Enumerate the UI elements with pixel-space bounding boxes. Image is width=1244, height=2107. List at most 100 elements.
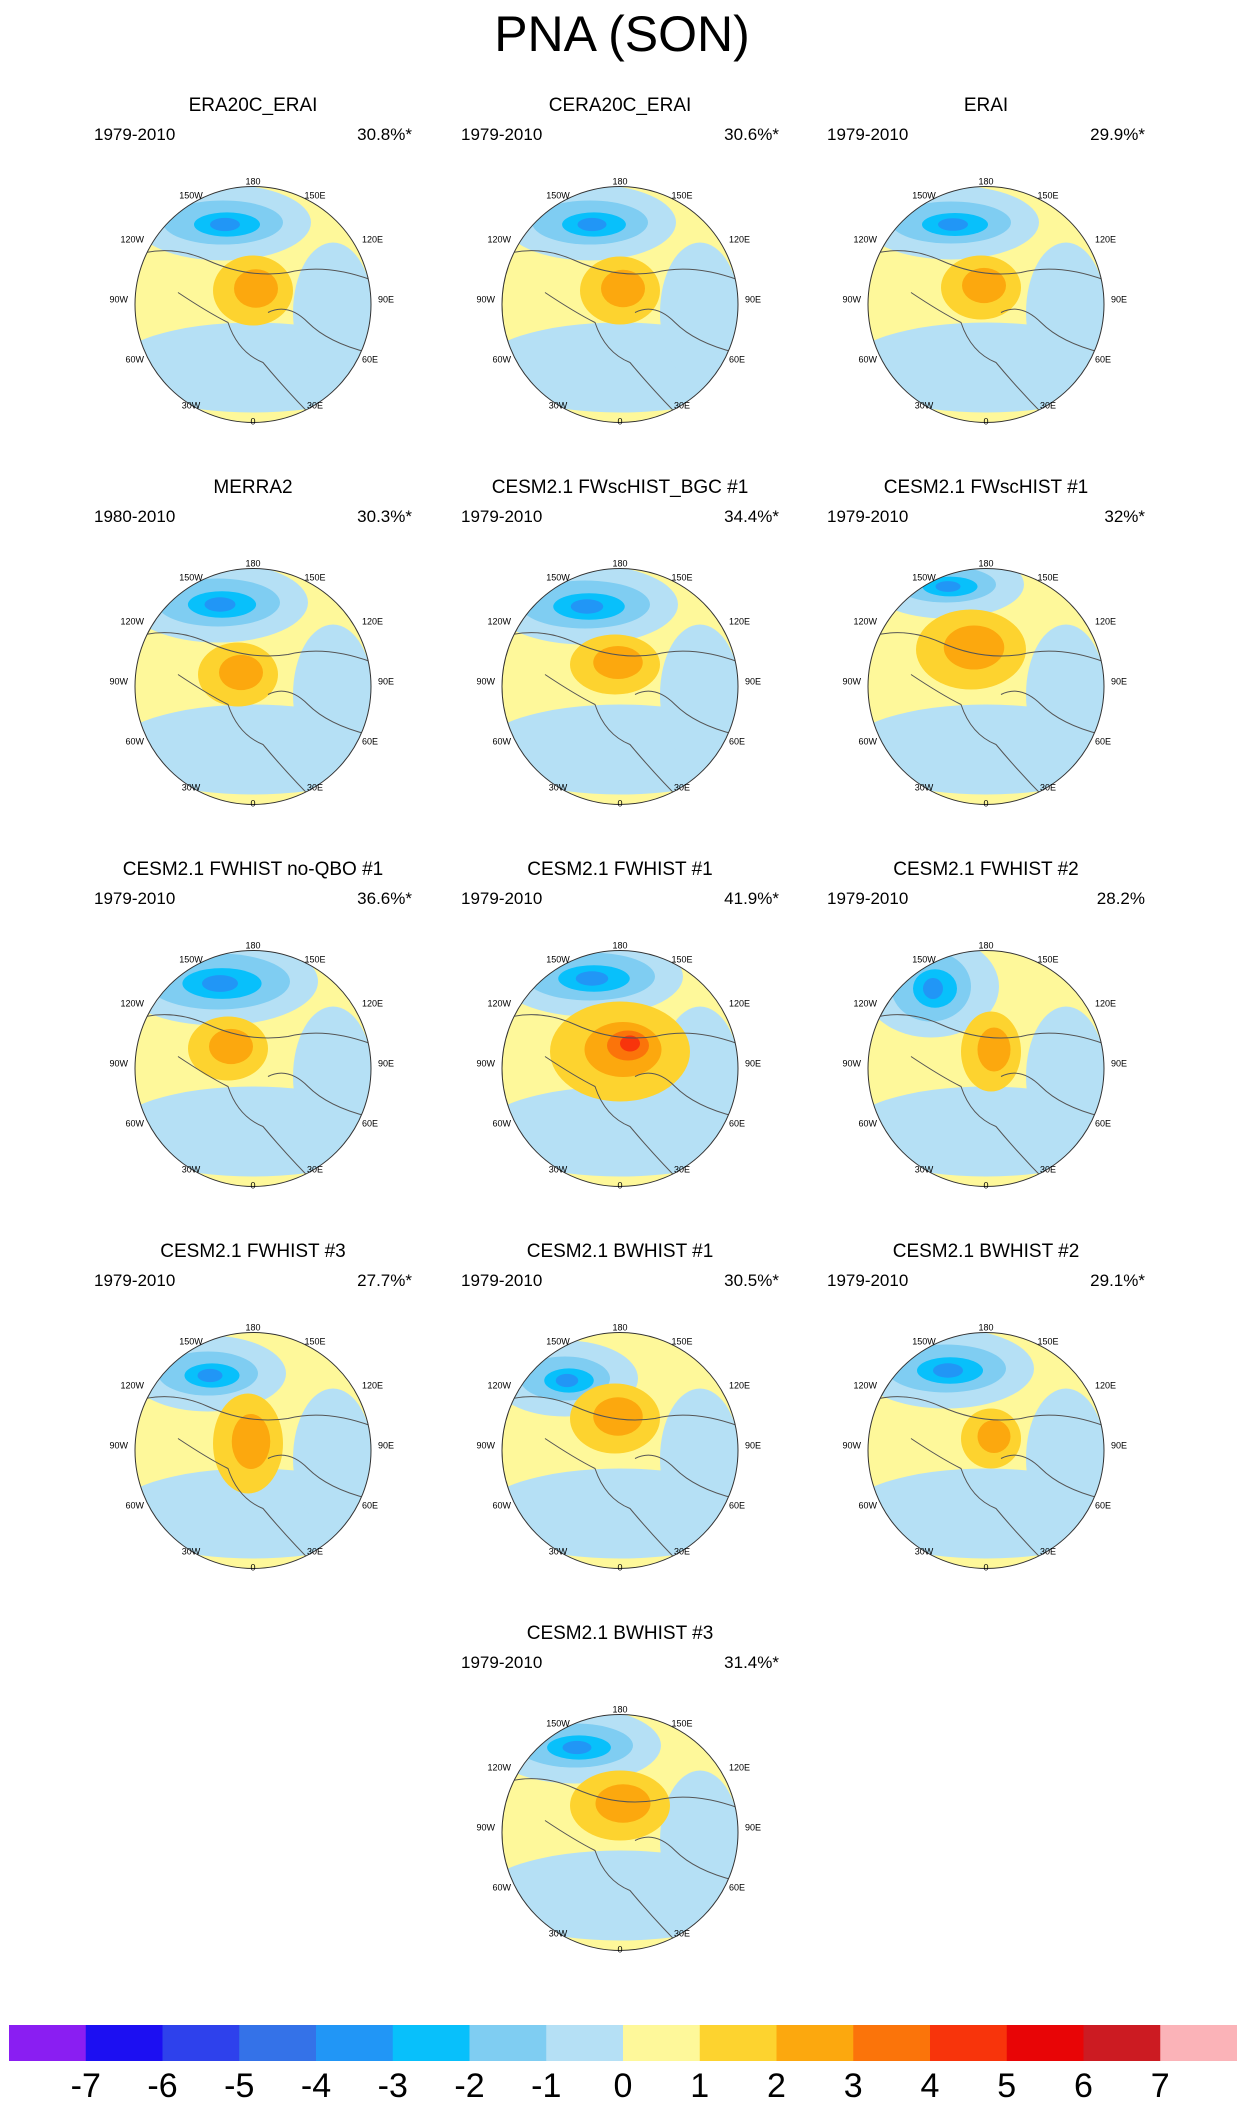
coastline: [634, 1836, 736, 1881]
panel-period: 1979-2010: [461, 889, 543, 908]
colorbar-tick-label: 7: [1150, 2067, 1170, 2105]
longitude-label: 180: [245, 177, 260, 187]
figure-title: PNA (SON): [494, 6, 750, 62]
coastline: [868, 632, 1104, 665]
longitude-label: 120W: [853, 1381, 877, 1391]
longitude-label: 60E: [362, 355, 378, 365]
longitude-label: 150W: [912, 1337, 936, 1347]
colorbar-tick-label: -6: [147, 2067, 178, 2105]
coastline: [544, 674, 686, 805]
positive-contour: [593, 1397, 643, 1436]
longitude-label: 0: [983, 799, 988, 809]
longitude-label: 90W: [842, 295, 861, 305]
longitude-label: 60W: [125, 1119, 144, 1129]
colorbar-swatch: [162, 2025, 240, 2061]
coastline: [502, 1396, 738, 1429]
longitude-label: 120W: [487, 1763, 511, 1773]
colorbar-swatch: [623, 2025, 701, 2061]
longitude-label: 90E: [1111, 1441, 1127, 1451]
coastline: [634, 1072, 736, 1117]
longitude-label: 30E: [674, 1929, 690, 1939]
panel-title: CESM2.1 BWHIST #2: [892, 1241, 1080, 1262]
longitude-label: 0: [250, 1181, 255, 1191]
panel-variance: 31.4%*: [724, 1653, 779, 1672]
coastline: [910, 674, 1052, 805]
panel-title: CESM2.1 BWHIST #3: [526, 1623, 714, 1644]
panel-variance: 29.1%*: [1090, 1271, 1145, 1290]
longitude-label: 90W: [842, 1441, 861, 1451]
map-panel: CESM2.1 BWHIST #3 1979-2010 31.4%* 180 150W 1…: [455, 1623, 785, 1993]
longitude-label: 60E: [729, 1119, 745, 1129]
polar-map: 180 150W 150E 120W 120E 90W 90E 60W 60E 30W 30E 0: [842, 1323, 1127, 1573]
longitude-label: 90W: [476, 1059, 495, 1069]
longitude-label: 90W: [842, 1059, 861, 1069]
longitude-label: 60E: [729, 355, 745, 365]
polar-map: 180 150W 150E 120W 120E 90W 90E 60W 60E 30W 30E 0: [476, 559, 761, 809]
polar-map: 180 150W 150E 120W 120E 90W 90E 60W 60E 30W 30E 0: [842, 941, 1127, 1191]
negative-contour: [935, 581, 961, 592]
panel-variance: 27.7%*: [357, 1271, 412, 1290]
coastline: [544, 1056, 686, 1187]
coastline: [634, 1454, 736, 1499]
coastline: [868, 1396, 1104, 1429]
coastline: [868, 250, 1104, 283]
longitude-label: 0: [617, 1563, 622, 1573]
longitude-label: 30E: [674, 783, 690, 793]
longitude-label: 0: [983, 1181, 988, 1191]
colorbar-swatch: [316, 2025, 394, 2061]
positive-contour: [595, 1784, 651, 1823]
longitude-label: 120W: [120, 235, 144, 245]
negative-band: [660, 624, 738, 765]
longitude-label: 90W: [476, 1823, 495, 1833]
longitude-label: 30W: [549, 1165, 568, 1175]
panel-variance: 30.8%*: [357, 125, 412, 144]
coastline: [1000, 308, 1102, 353]
panel-title: ERA20C_ERAI: [188, 95, 318, 116]
longitude-label: 30W: [182, 401, 201, 411]
panel-variance: 28.2%: [1096, 889, 1145, 908]
longitude-label: 0: [617, 417, 622, 427]
longitude-label: 60E: [1095, 1501, 1111, 1511]
coastline: [135, 1014, 371, 1047]
longitude-label: 180: [978, 559, 993, 569]
coastline: [544, 1820, 686, 1951]
longitude-label: 60E: [362, 1501, 378, 1511]
colorbar-swatch: [1083, 2025, 1161, 2061]
coastline: [634, 308, 736, 353]
panel-title: CESM2.1 BWHIST #1: [526, 1241, 714, 1262]
colorbar-labels: -7 -6 -5 -4 -3 -2 -1 0 1 2 3 4 5 6 7: [0, 2067, 1244, 2107]
negative-band: [660, 1770, 738, 1911]
colorbar-tick-label: -4: [300, 2067, 332, 2105]
polar-map: 180 150W 150E 120W 120E 90W 90E 60W 60E 30W 30E 0: [476, 1705, 761, 1955]
longitude-label: 120W: [487, 1381, 511, 1391]
negative-band: [660, 1388, 738, 1529]
colorbar-swatch: [699, 2025, 777, 2061]
map-panel: MERRA2 1980-2010 30.3%* 180 150W 150E 120W 120E…: [88, 477, 418, 847]
longitude-label: 180: [612, 1705, 627, 1715]
longitude-label: 180: [612, 941, 627, 951]
panel-title: CERA20C_ERAI: [548, 95, 692, 116]
negative-contour: [577, 217, 607, 232]
colorbar: [9, 2025, 1237, 2061]
longitude-label: 120W: [487, 999, 511, 1009]
map-panel: CESM2.1 FWscHIST #1 1979-2010 32%* 180 150W 1…: [821, 477, 1151, 847]
map-panel: ERAI 1979-2010 29.9%* 180 150W 150E 120W 120E 90…: [821, 95, 1151, 465]
longitude-label: 0: [250, 417, 255, 427]
longitude-label: 60E: [362, 737, 378, 747]
longitude-label: 180: [612, 559, 627, 569]
longitude-label: 150E: [1037, 955, 1058, 965]
longitude-label: 30W: [182, 1547, 201, 1557]
panel-variance: 41.9%*: [724, 889, 779, 908]
longitude-label: 120W: [120, 617, 144, 627]
polar-map: 180 150W 150E 120W 120E 90W 90E 60W 60E 30W 30E 0: [476, 941, 761, 1191]
longitude-label: 150E: [304, 1337, 325, 1347]
positive-contour: [962, 267, 1006, 304]
longitude-label: 150E: [1037, 1337, 1058, 1347]
longitude-label: 0: [983, 1563, 988, 1573]
longitude-label: 60W: [858, 737, 877, 747]
longitude-label: 120W: [853, 617, 877, 627]
map-boundary: [134, 186, 372, 423]
longitude-label: 30E: [307, 1547, 323, 1557]
longitude-label: 120E: [1095, 999, 1116, 1009]
longitude-label: 30W: [549, 1547, 568, 1557]
